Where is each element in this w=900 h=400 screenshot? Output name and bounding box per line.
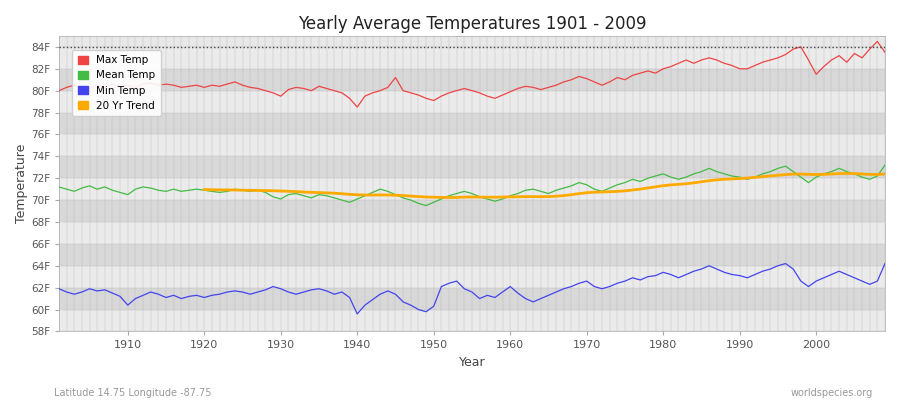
Bar [58, 156, 885, 178]
Text: Latitude 14.75 Longitude -87.75: Latitude 14.75 Longitude -87.75 [54, 388, 212, 398]
Bar [58, 200, 885, 222]
Y-axis label: Temperature: Temperature [15, 144, 28, 223]
Bar [58, 134, 885, 156]
Bar [58, 288, 885, 310]
Bar [58, 178, 885, 200]
Text: worldspecies.org: worldspecies.org [791, 388, 873, 398]
Bar [58, 112, 885, 134]
Bar [58, 69, 885, 91]
Bar [58, 266, 885, 288]
X-axis label: Year: Year [459, 356, 485, 369]
Bar [58, 310, 885, 332]
Bar [58, 222, 885, 244]
Bar [58, 244, 885, 266]
Bar [58, 47, 885, 69]
Bar [58, 91, 885, 112]
Title: Yearly Average Temperatures 1901 - 2009: Yearly Average Temperatures 1901 - 2009 [298, 15, 646, 33]
Legend: Max Temp, Mean Temp, Min Temp, 20 Yr Trend: Max Temp, Mean Temp, Min Temp, 20 Yr Tre… [72, 50, 161, 116]
